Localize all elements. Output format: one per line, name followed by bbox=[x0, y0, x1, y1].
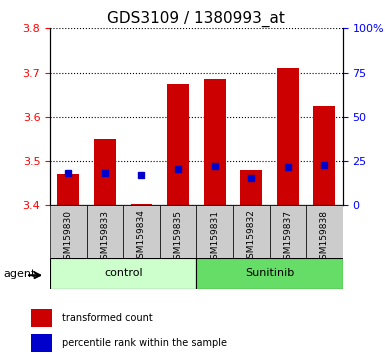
Text: control: control bbox=[104, 268, 142, 279]
FancyBboxPatch shape bbox=[196, 258, 343, 289]
Text: GSM159834: GSM159834 bbox=[137, 210, 146, 264]
FancyBboxPatch shape bbox=[196, 205, 233, 258]
Text: GSM159832: GSM159832 bbox=[247, 210, 256, 264]
Text: GSM159830: GSM159830 bbox=[64, 210, 73, 264]
Bar bbox=[31, 334, 52, 352]
Text: GSM159838: GSM159838 bbox=[320, 210, 329, 264]
Bar bbox=[167, 84, 189, 205]
FancyBboxPatch shape bbox=[270, 205, 306, 258]
FancyBboxPatch shape bbox=[123, 205, 160, 258]
FancyBboxPatch shape bbox=[306, 205, 343, 258]
Bar bbox=[240, 170, 262, 205]
Bar bbox=[94, 139, 116, 205]
FancyBboxPatch shape bbox=[50, 205, 87, 258]
Bar bbox=[313, 106, 335, 205]
Text: GSM159837: GSM159837 bbox=[283, 210, 292, 264]
Title: GDS3109 / 1380993_at: GDS3109 / 1380993_at bbox=[107, 11, 285, 27]
Text: transformed count: transformed count bbox=[62, 313, 153, 323]
Text: agent: agent bbox=[4, 269, 36, 279]
FancyBboxPatch shape bbox=[87, 205, 123, 258]
FancyBboxPatch shape bbox=[50, 258, 196, 289]
Text: percentile rank within the sample: percentile rank within the sample bbox=[62, 338, 227, 348]
Bar bbox=[31, 309, 52, 327]
Bar bbox=[131, 204, 152, 205]
Text: GSM159833: GSM159833 bbox=[100, 210, 109, 264]
Bar bbox=[277, 68, 299, 205]
Bar bbox=[204, 79, 226, 205]
Text: GSM159831: GSM159831 bbox=[210, 210, 219, 264]
FancyBboxPatch shape bbox=[233, 205, 270, 258]
Text: GSM159835: GSM159835 bbox=[174, 210, 182, 264]
Bar bbox=[57, 174, 79, 205]
Text: Sunitinib: Sunitinib bbox=[245, 268, 294, 279]
FancyBboxPatch shape bbox=[160, 205, 196, 258]
